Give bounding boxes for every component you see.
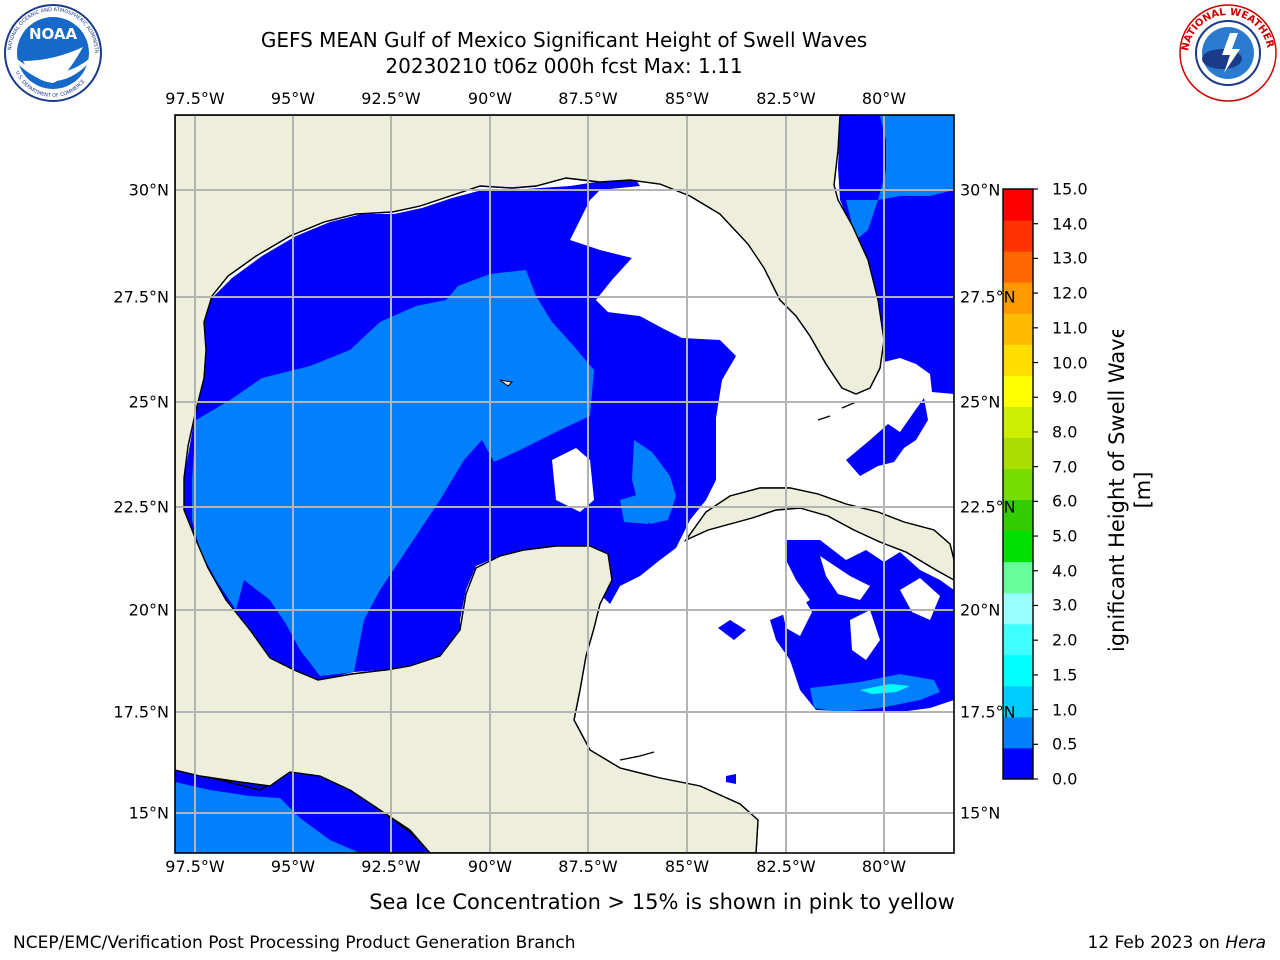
lat-label-right: 25°N (960, 392, 1001, 412)
colorbar-tick-label: 8.0 (1052, 422, 1078, 442)
colorbar-tick-label: 1.5 (1052, 665, 1078, 685)
colorbar-tick-label: 0.0 (1052, 769, 1078, 789)
lat-label-left: 30°N (128, 180, 169, 200)
lat-label-left: 27.5°N (113, 287, 169, 307)
lon-label-top: 82.5°W (756, 89, 816, 108)
lat-label-left: 22.5°N (113, 497, 169, 517)
colorbar-tick-label: 11.0 (1052, 318, 1088, 338)
colorbar-tick-label: 13.0 (1052, 248, 1088, 268)
graticule (175, 115, 954, 853)
lon-label-top: 85°W (664, 89, 710, 108)
colorbar-segment (1003, 685, 1033, 718)
lon-label-top: 90°W (467, 89, 513, 108)
colorbar-tick-label: 7.0 (1052, 457, 1078, 477)
lon-label-bottom: 82.5°W (756, 857, 816, 876)
colorbar-tick-label: 9.0 (1052, 387, 1078, 407)
colorbar-segment (1003, 561, 1033, 594)
svg-text:NOAA: NOAA (29, 25, 78, 43)
lat-label-right: 20°N (960, 600, 1001, 620)
lon-label-top: 92.5°W (361, 89, 421, 108)
colorbar-segment (1003, 375, 1033, 407)
lon-label-bottom: 87.5°W (558, 857, 618, 876)
colorbar-segment (1003, 189, 1033, 221)
svg-text:[m]: [m] (1131, 472, 1155, 509)
nws-logo: NATIONAL WEATHER SERVICE (1178, 3, 1277, 102)
colorbar-segment (1003, 313, 1033, 345)
chart-title: GEFS MEAN Gulf of Mexico Significant Hei… (260, 28, 868, 52)
footer-date: 12 Feb 2023 on Hera (1088, 933, 1266, 953)
lat-label-left: 15°N (128, 803, 169, 823)
colorbar-tick-label: 6.0 (1052, 491, 1078, 511)
lon-label-top: 95°W (270, 89, 316, 108)
colorbar-segment (1003, 747, 1033, 780)
chart-subtitle: 20230210 t06z 000h fcst Max: 1.11 (385, 54, 743, 78)
lon-label-top: 97.5°W (165, 89, 225, 108)
colorbar-label: Significant Height of Swell Waves [m] (1105, 330, 1155, 650)
lat-label-left: 17.5°N (113, 702, 169, 722)
lat-label-right: 15°N (960, 803, 1001, 823)
colorbar-tick-label: 10.0 (1052, 353, 1088, 373)
colorbar-tick-label: 2.0 (1052, 630, 1078, 650)
colorbar-segment (1003, 251, 1033, 283)
lon-label-top: 80°W (861, 89, 907, 108)
colorbar-segment (1003, 220, 1033, 252)
lon-label-top: 87.5°W (558, 89, 618, 108)
pacific-water-medium (175, 782, 360, 853)
lat-label-right: 22.5°N (960, 497, 1016, 517)
lat-label-right: 27.5°N (960, 287, 1016, 307)
colorbar-segment (1003, 282, 1033, 314)
colorbar (1002, 188, 1038, 780)
colorbar-tick-label: 5.0 (1052, 526, 1078, 546)
colorbar-segment (1003, 654, 1033, 687)
colorbar-segment (1003, 344, 1033, 376)
lat-label-right: 30°N (960, 180, 1001, 200)
lat-label-left: 25°N (128, 392, 169, 412)
lon-label-bottom: 97.5°W (165, 857, 225, 876)
lon-label-bottom: 85°W (664, 857, 710, 876)
colorbar-segment (1003, 499, 1033, 532)
colorbar-tick-label: 15.0 (1052, 179, 1088, 199)
atlantic-swell-medium (848, 115, 954, 200)
sea-ice-note: Sea Ice Concentration > 15% is shown in … (369, 890, 955, 914)
lon-label-bottom: 80°W (861, 857, 907, 876)
colorbar-segment (1003, 623, 1033, 656)
lat-label-right: 17.5°N (960, 702, 1016, 722)
colorbar-segment (1003, 437, 1033, 469)
lon-label-bottom: 95°W (270, 857, 316, 876)
colorbar-segment (1003, 406, 1033, 438)
colorbar-segment (1003, 530, 1033, 563)
footer-host: Hera (1225, 933, 1266, 953)
footer-date-text: 12 Feb 2023 on (1087, 933, 1226, 953)
colorbar-tick-label: 4.0 (1052, 561, 1078, 581)
colorbar-tick-label: 1.0 (1052, 700, 1078, 720)
footer-credit: NCEP/EMC/Verification Post Processing Pr… (13, 933, 576, 953)
colorbar-segment (1003, 592, 1033, 625)
noaa-logo: NOAA NATIONAL OCEANIC AND ATMOSPHERIC AD… (3, 3, 102, 102)
colorbar-frame (1002, 188, 1034, 780)
lon-label-bottom: 90°W (467, 857, 513, 876)
lon-label-bottom: 92.5°W (361, 857, 421, 876)
colorbar-segment (1003, 716, 1033, 749)
colorbar-tick-label: 0.5 (1052, 734, 1078, 754)
svg-text:Significant Height of Swell Wa: Significant Height of Swell Waves (1105, 330, 1129, 650)
colorbar-tick-label: 12.0 (1052, 283, 1088, 303)
colorbar-segment (1003, 468, 1033, 501)
colorbar-tick-label: 14.0 (1052, 214, 1088, 234)
colorbar-tick-label: 3.0 (1052, 595, 1078, 615)
lat-label-left: 20°N (128, 600, 169, 620)
